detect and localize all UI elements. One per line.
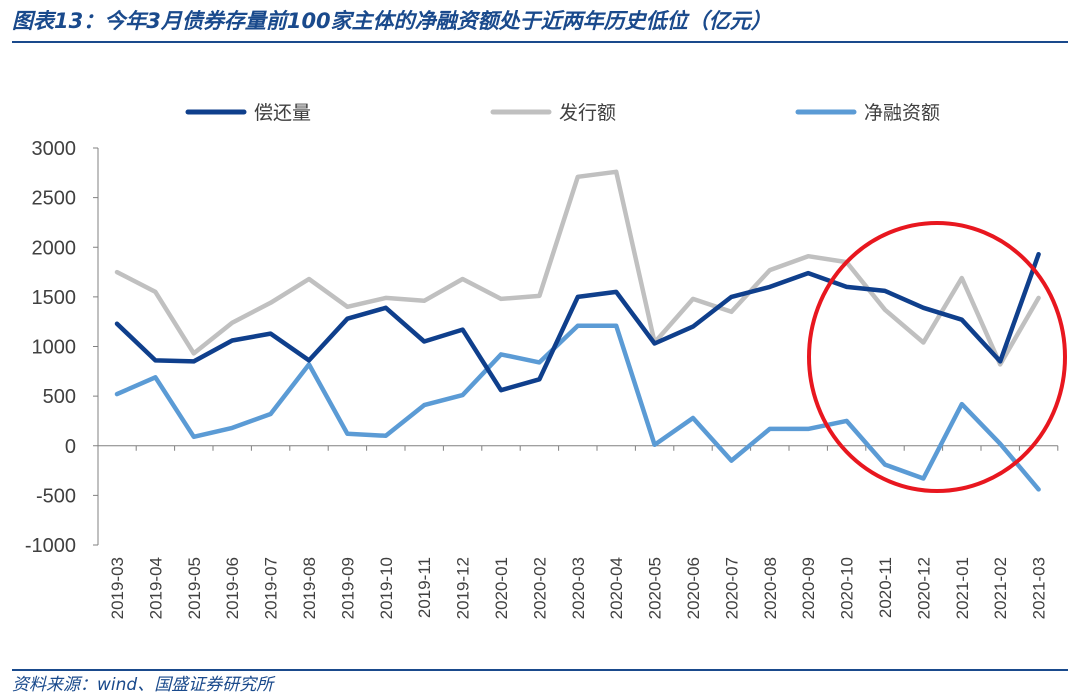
x-tick-label: 2020-09 xyxy=(799,557,818,619)
x-axis-ticks: 2019-03 2019-04 2019-05 2019-06 2019-07 2019-… xyxy=(108,445,1059,619)
y-tick-label: 0 xyxy=(65,436,76,458)
x-tick-label: 2021-03 xyxy=(1030,557,1049,619)
chart-axes xyxy=(97,148,1058,545)
x-tick-label: 2020-01 xyxy=(492,557,511,619)
x-tick-label: 2020-02 xyxy=(530,557,549,619)
x-tick-label: 2019-04 xyxy=(146,557,165,619)
x-tick-label: 2019-07 xyxy=(262,557,281,619)
y-tick-label: -1000 xyxy=(25,535,76,557)
x-tick-label: 2020-12 xyxy=(914,557,933,619)
y-tick-label: 3000 xyxy=(32,138,77,160)
x-tick-label: 2019-03 xyxy=(108,557,127,619)
series-line-2 xyxy=(114,323,1041,492)
y-tick-label: 500 xyxy=(43,386,76,408)
series-line-1 xyxy=(114,169,1041,367)
title-divider xyxy=(12,41,1068,43)
y-tick-label: 1000 xyxy=(32,337,77,359)
x-tick-label: 2019-06 xyxy=(223,557,242,619)
legend: 偿还量 发行额 净融资额 xyxy=(185,102,940,124)
x-tick-label: 2021-02 xyxy=(991,557,1010,619)
x-tick-label: 2019-05 xyxy=(185,557,204,619)
series-lines xyxy=(114,169,1041,492)
x-tick-label: 2019-11 xyxy=(415,557,434,618)
legend-label: 偿还量 xyxy=(254,102,311,124)
x-tick-label: 2020-07 xyxy=(722,557,741,619)
x-tick-label: 2020-03 xyxy=(569,557,588,619)
chart-title: 图表13：今年3月债券存量前100家主体的净融资额处于近两年历史低位（亿元） xyxy=(12,9,772,33)
x-tick-label: 2021-01 xyxy=(953,557,972,619)
x-tick-label: 2020-04 xyxy=(607,557,626,619)
x-tick-label: 2019-09 xyxy=(338,557,357,619)
series-line-0 xyxy=(114,251,1041,393)
y-tick-label: 1500 xyxy=(32,287,77,309)
annotation xyxy=(807,221,1067,493)
source-note: 资料来源：wind、国盛证券研究所 xyxy=(12,675,274,695)
x-tick-label: 2020-08 xyxy=(761,557,780,619)
legend-label: 净融资额 xyxy=(864,102,940,124)
y-tick-label: 2500 xyxy=(32,188,77,210)
y-tick-label: 2000 xyxy=(32,237,77,259)
x-tick-label: 2019-08 xyxy=(300,557,319,619)
y-tick-label: -500 xyxy=(36,485,76,507)
x-tick-label: 2020-11 xyxy=(876,557,895,618)
x-tick-label: 2020-10 xyxy=(838,557,857,619)
x-tick-label: 2020-06 xyxy=(684,557,703,619)
y-axis-ticks: -1000 -500 0 500 1000 1500 2000 2500 3000 xyxy=(25,138,98,557)
legend-label: 发行额 xyxy=(559,102,616,124)
highlight-circle xyxy=(807,221,1067,493)
x-tick-label: 2019-12 xyxy=(454,557,473,619)
x-tick-label: 2020-05 xyxy=(646,557,665,619)
footer-divider xyxy=(12,669,1068,671)
x-tick-label: 2019-10 xyxy=(377,557,396,619)
